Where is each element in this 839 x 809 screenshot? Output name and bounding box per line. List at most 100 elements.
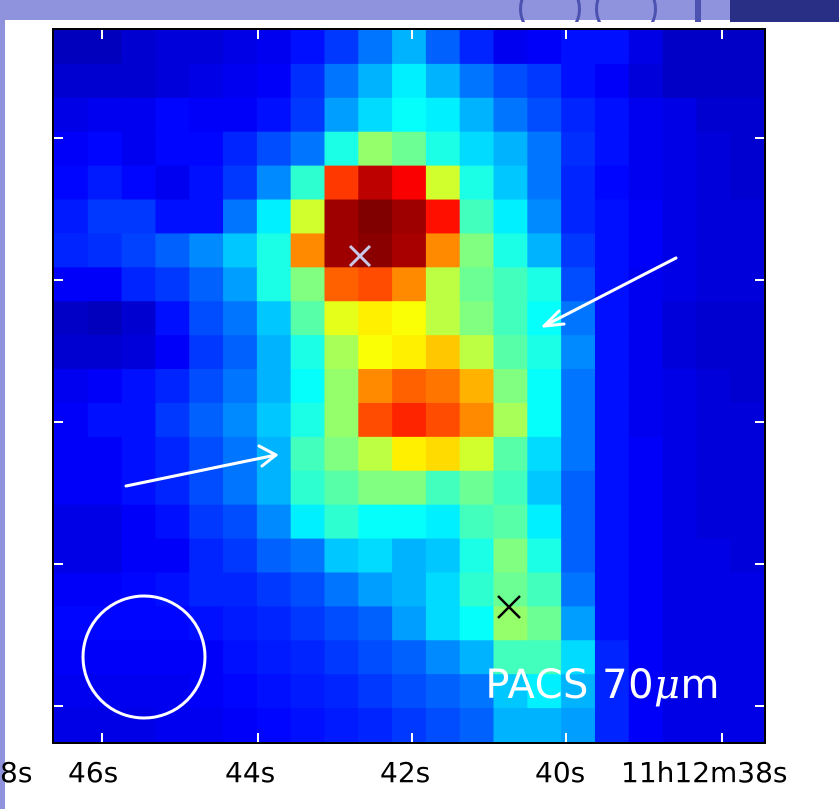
heatmap-pixel (628, 538, 664, 574)
heatmap-pixel (290, 674, 326, 709)
heatmap-pixel (594, 369, 630, 404)
heatmap-pixel (561, 199, 596, 235)
heatmap-pixel (696, 538, 731, 574)
heatmap-pixel (561, 436, 596, 472)
heatmap-pixel (527, 131, 562, 167)
heatmap-pixel (696, 335, 731, 370)
heatmap-pixel (324, 301, 359, 336)
heatmap-pixel (256, 301, 292, 336)
heatmap-pixel (324, 436, 359, 472)
heatmap-pixel (561, 63, 596, 99)
heatmap-pixel (696, 436, 731, 472)
heatmap-pixel (392, 640, 427, 675)
heatmap-pixel (223, 63, 258, 99)
heatmap-pixel (189, 470, 224, 506)
heatmap-pixel (696, 640, 731, 675)
heatmap-pixel (324, 674, 359, 709)
heatmap-pixel (527, 436, 562, 472)
heatmap-pixel (662, 199, 697, 235)
heatmap-pixel (527, 674, 562, 709)
heatmap-pixel (392, 267, 427, 302)
heatmap-pixel (290, 30, 326, 65)
heatmap-pixel (459, 572, 495, 607)
heatmap-pixel (87, 30, 123, 65)
heatmap-pixel (358, 301, 393, 336)
heatmap-pixel (527, 63, 562, 99)
x-tick-label: 42s (380, 756, 431, 789)
heatmap-pixel (324, 131, 359, 167)
heatmap-pixel (189, 538, 224, 574)
heatmap-pixel (696, 606, 731, 641)
heatmap-pixel (121, 504, 157, 540)
heatmap-pixel (256, 233, 292, 268)
heatmap-pixel (223, 640, 258, 675)
heatmap-pixel (223, 97, 258, 133)
heatmap-pixel (223, 504, 258, 540)
heatmap-pixel (425, 97, 461, 133)
heatmap-pixel (54, 436, 89, 472)
heatmap-pixel (730, 335, 764, 370)
heatmap-pixel (256, 640, 292, 675)
heatmap-pixel (54, 504, 89, 540)
heatmap-pixel (696, 30, 731, 65)
heatmap-pixel (696, 267, 731, 302)
heatmap-pixel (459, 402, 495, 438)
heatmap-pixel (223, 572, 258, 607)
heatmap-pixel (730, 97, 764, 133)
heatmap-pixel (459, 233, 495, 268)
heatmap-pixel (87, 402, 123, 438)
heatmap-pixel (730, 233, 764, 268)
heatmap-pixel (324, 97, 359, 133)
heatmap-pixel (696, 572, 731, 607)
heatmap-pixel (290, 606, 326, 641)
heatmap-pixel (628, 369, 664, 404)
heatmap-pixel (155, 63, 190, 99)
heatmap-pixel (324, 267, 359, 302)
heatmap-pixel (425, 369, 461, 404)
heatmap-pixel (628, 674, 664, 709)
pacs-70um-heatmap (54, 30, 764, 742)
heatmap-pixel (358, 538, 393, 574)
heatmap-pixel (324, 708, 359, 742)
heatmap-pixel (54, 572, 89, 607)
heatmap-pixel (290, 436, 326, 472)
heatmap-pixel (425, 63, 461, 99)
heatmap-pixel (730, 369, 764, 404)
heatmap-pixel (189, 165, 224, 201)
heatmap-pixel (730, 199, 764, 235)
heatmap-pixel (662, 504, 697, 540)
heatmap-pixel (662, 572, 697, 607)
heatmap-pixel (696, 199, 731, 235)
heatmap-pixel (290, 504, 326, 540)
heatmap-pixel (155, 369, 190, 404)
heatmap-pixel (730, 606, 764, 641)
heatmap-pixel (628, 572, 664, 607)
heatmap-pixel (392, 606, 427, 641)
heatmap-pixel (730, 572, 764, 607)
heatmap-pixel (223, 708, 258, 742)
heatmap-pixel (392, 301, 427, 336)
heatmap-pixel (459, 640, 495, 675)
heatmap-pixel (493, 267, 528, 302)
heatmap-pixel (358, 572, 393, 607)
heatmap-pixel (459, 674, 495, 709)
heatmap-pixel (358, 436, 393, 472)
heatmap-pixel (121, 640, 157, 675)
heatmap-pixel (493, 504, 528, 540)
heatmap-pixel (594, 233, 630, 268)
heatmap-pixel (561, 572, 596, 607)
heatmap-pixel (155, 97, 190, 133)
heatmap-pixel (730, 402, 764, 438)
heatmap-pixel (189, 97, 224, 133)
heatmap-pixel (493, 131, 528, 167)
heatmap-pixel (256, 199, 292, 235)
heatmap-pixel (155, 165, 190, 201)
slide-left-border (0, 0, 5, 809)
heatmap-pixel (730, 504, 764, 540)
heatmap-pixel (493, 63, 528, 99)
heatmap-pixel (392, 335, 427, 370)
heatmap-pixel (121, 402, 157, 438)
heatmap-pixel (121, 335, 157, 370)
heatmap-pixel (54, 233, 89, 268)
heatmap-pixel (459, 165, 495, 201)
